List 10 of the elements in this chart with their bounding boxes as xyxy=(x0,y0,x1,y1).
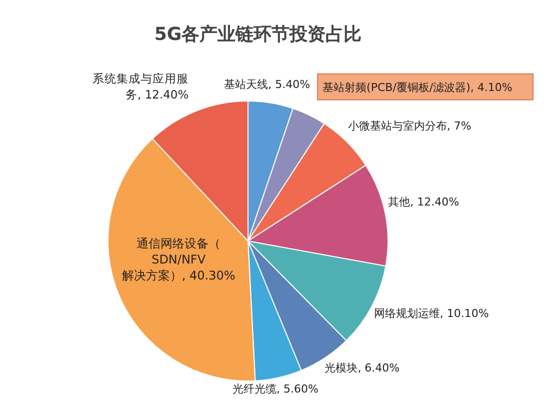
slice-label: 系统集成与应用服务, 12.40% xyxy=(92,71,189,102)
slice-label: 其他, 12.40% xyxy=(388,195,460,208)
slice-label: 基站天线, 5.40% xyxy=(224,78,310,91)
slice-label: 光纤光缆, 5.60% xyxy=(232,382,318,396)
slice-label: 基站射频(PCB/覆铜板/滤波器), 4.10% xyxy=(322,80,512,94)
slice-label: 光模块, 6.40% xyxy=(324,361,400,374)
slice-label: 通信网络设备（SDN/NFV解决方案）, 40.30% xyxy=(122,236,236,282)
slice-label: 网络规划运维, 10.10% xyxy=(374,307,489,320)
chart-title: 5G各产业链环节投资占比 xyxy=(153,23,363,46)
slice-label: 小微基站与室内分布, 7% xyxy=(348,120,472,133)
